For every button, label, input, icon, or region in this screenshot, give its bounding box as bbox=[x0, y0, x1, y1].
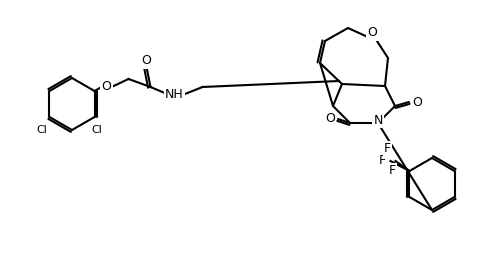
Text: F: F bbox=[384, 143, 391, 155]
Text: Cl: Cl bbox=[91, 125, 102, 135]
Text: O: O bbox=[142, 55, 152, 68]
Text: NH: NH bbox=[165, 89, 184, 101]
Text: O: O bbox=[412, 95, 422, 109]
Text: F: F bbox=[379, 155, 386, 167]
Text: O: O bbox=[367, 27, 377, 39]
Text: N: N bbox=[374, 113, 382, 126]
Text: O: O bbox=[325, 112, 335, 125]
Text: O: O bbox=[102, 80, 112, 93]
Text: Cl: Cl bbox=[36, 125, 47, 135]
Text: F: F bbox=[389, 165, 396, 177]
